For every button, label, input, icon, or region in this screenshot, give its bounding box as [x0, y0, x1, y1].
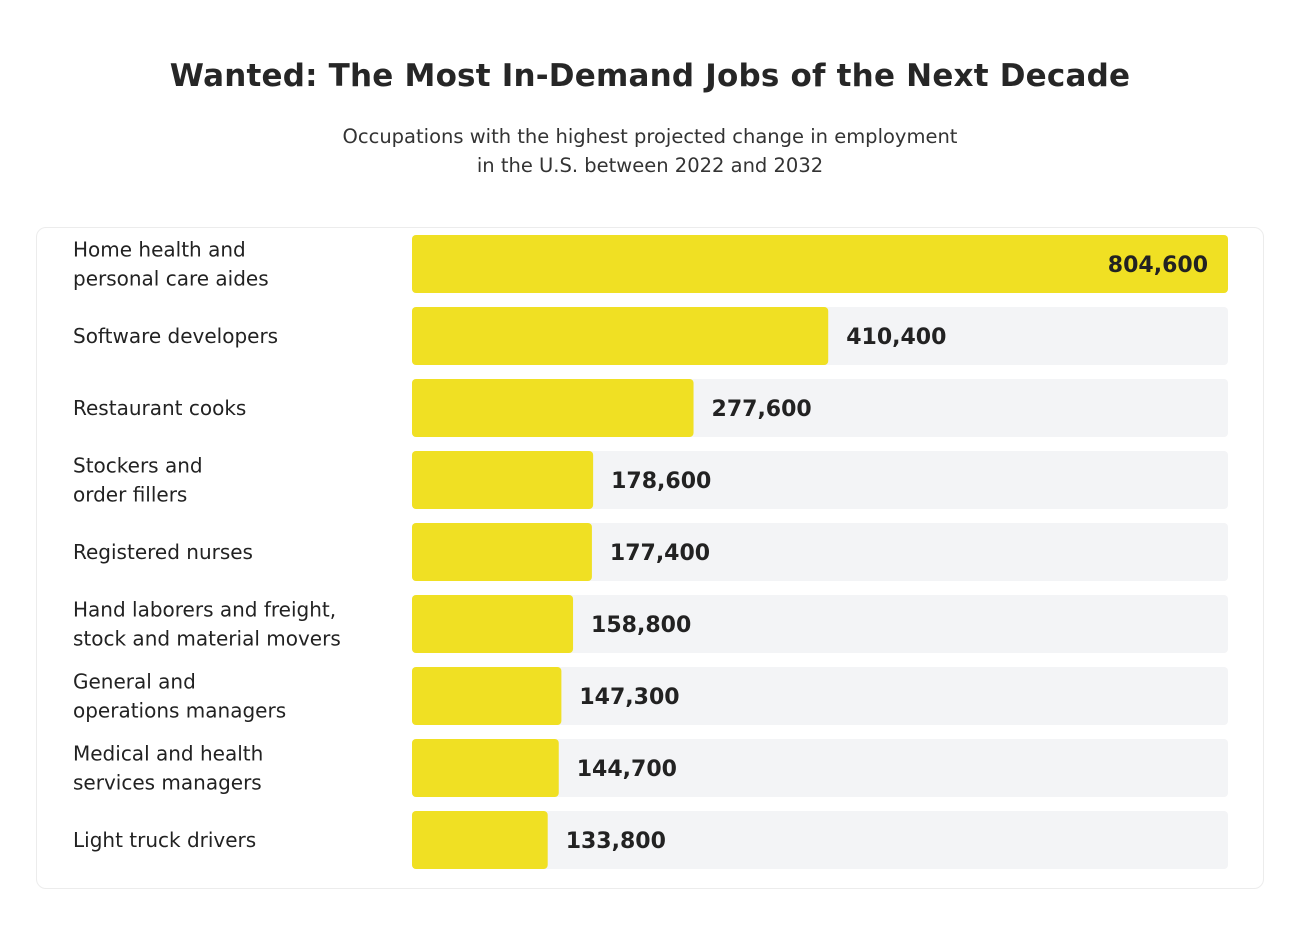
subtitle-line-1: Occupations with the highest projected c… [342, 125, 958, 148]
category-label: operations managers [73, 699, 286, 723]
category-label: Software developers [73, 324, 278, 348]
chart-subtitle: Occupations with the highest projected c… [250, 122, 1050, 180]
value-label: 177,400 [610, 541, 710, 566]
category-label: order fillers [73, 483, 187, 507]
category-label: Home health and [73, 238, 246, 262]
bar-track [412, 523, 1228, 581]
bar [412, 667, 562, 725]
subtitle-line-2: in the U.S. between 2022 and 2032 [476, 154, 824, 177]
bar-track [412, 739, 1228, 797]
category-label: personal care aides [73, 267, 269, 291]
bar-track [412, 811, 1228, 869]
bar-chart: Home health and personal care aides 804,60… [73, 235, 1228, 869]
category-label: Restaurant cooks [73, 396, 246, 420]
category-label: services managers [73, 771, 262, 795]
category-label: Medical and health [73, 742, 263, 766]
category-label: Stockers and [73, 454, 203, 478]
chart-panel: Home health and personal care aides 804,60… [36, 227, 1264, 889]
value-label: 158,800 [591, 613, 691, 638]
value-label: 804,600 [1108, 253, 1208, 278]
bar-track [412, 667, 1228, 725]
category-label: Hand laborers and freight, [73, 598, 336, 622]
bar-track [412, 451, 1228, 509]
category-label: Light truck drivers [73, 828, 256, 852]
value-label: 144,700 [577, 757, 677, 782]
bar [412, 379, 694, 437]
value-label: 147,300 [579, 685, 679, 710]
bar-track [412, 595, 1228, 653]
value-label: 277,600 [712, 397, 812, 422]
bar [412, 307, 829, 365]
value-label: 410,400 [846, 325, 946, 350]
bar [412, 739, 559, 797]
bar [412, 523, 592, 581]
category-label: General and [73, 670, 196, 694]
bar [412, 451, 594, 509]
category-label: stock and material movers [73, 627, 341, 651]
value-label: 178,600 [611, 469, 711, 494]
value-label: 133,800 [566, 829, 666, 854]
category-label: Registered nurses [73, 540, 253, 564]
bar [412, 811, 548, 869]
chart-title: Wanted: The Most In-Demand Jobs of the N… [169, 58, 1131, 94]
bar [412, 235, 1228, 293]
bar [412, 595, 574, 653]
